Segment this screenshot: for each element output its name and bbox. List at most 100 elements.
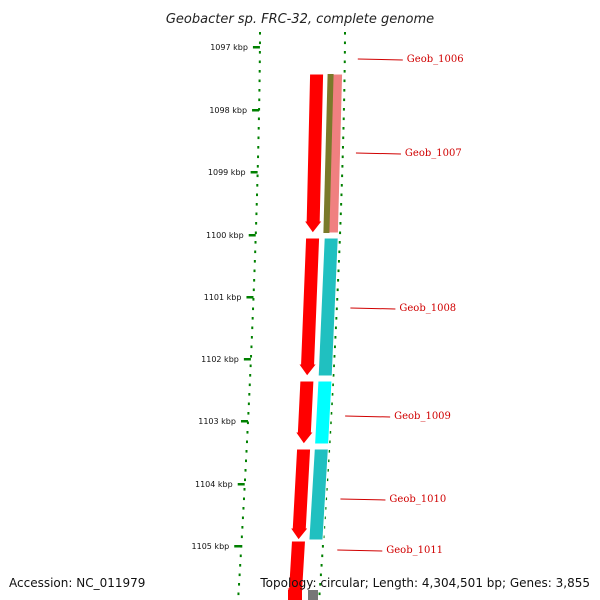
- tick-dot: [250, 336, 253, 339]
- tick-dot: [241, 526, 244, 529]
- track-dot: [343, 98, 346, 102]
- tick-dot: [244, 469, 247, 472]
- tick-mark: [234, 545, 242, 548]
- tick-dot: [258, 89, 261, 92]
- tick-label: 1100 kbp: [206, 231, 244, 240]
- tick-dot: [253, 279, 256, 282]
- track-dot: [325, 497, 328, 501]
- track-dot: [328, 450, 331, 453]
- tick-dot: [252, 288, 255, 292]
- tick-dot: [255, 212, 258, 216]
- track-dot: [337, 269, 340, 273]
- tick-mark: [240, 420, 248, 423]
- track-dot: [340, 203, 343, 206]
- tick-dot: [253, 269, 256, 273]
- track-dot: [329, 421, 332, 425]
- tick-dot: [245, 450, 248, 453]
- gene-leader-line: [355, 152, 401, 155]
- track-dot: [323, 516, 326, 520]
- track-dot: [342, 127, 345, 130]
- track-dot: [343, 41, 346, 45]
- tick-dot: [255, 203, 258, 206]
- track-dot: [328, 440, 331, 444]
- tick-dot: [256, 165, 259, 168]
- track-dot: [321, 554, 324, 558]
- tick-mark: [248, 234, 256, 237]
- track-dot: [338, 241, 341, 244]
- tick-dot: [250, 355, 253, 358]
- tick-dot: [247, 402, 250, 406]
- gene-leader-line: [350, 307, 396, 310]
- tick-dot: [243, 488, 246, 491]
- tick-dot: [258, 41, 261, 45]
- tick-dot: [256, 184, 259, 187]
- track-dot: [332, 374, 335, 377]
- tick-label: 1104 kbp: [195, 480, 233, 489]
- track-dot: [323, 526, 326, 529]
- gene-label: Geob_1010: [389, 494, 446, 505]
- tick-dot: [250, 345, 253, 349]
- tick-dot: [240, 535, 243, 539]
- track-dot: [325, 488, 328, 491]
- map-layer: 1097 kbp 1098 kbp 1099 kbp 1100 kbp 1101 kbp…: [192, 32, 464, 600]
- track-dot: [330, 412, 333, 415]
- track-dot: [343, 89, 346, 92]
- gene-label: Geob_1011: [386, 545, 443, 556]
- tick-dot: [254, 231, 257, 235]
- tick-dot: [245, 459, 248, 463]
- tick-mark: [252, 46, 260, 49]
- tick-dot: [240, 545, 243, 548]
- tick-dot: [244, 478, 247, 482]
- tick-dot: [246, 421, 249, 425]
- track-dot: [320, 564, 323, 567]
- track-dot: [341, 146, 344, 149]
- track-dot: [319, 573, 322, 577]
- tick-dot: [238, 583, 241, 586]
- track-dot: [341, 174, 344, 178]
- track-dot: [342, 108, 345, 111]
- tick-mark: [243, 358, 251, 361]
- track-dot: [343, 60, 346, 64]
- tick-mark: [252, 109, 260, 112]
- tick-mark: [250, 171, 258, 174]
- gene-label: Geob_1008: [399, 303, 456, 314]
- gene-arrow: [289, 448, 312, 541]
- tick-dot: [248, 393, 251, 396]
- tick-dot: [258, 98, 261, 102]
- tick-label: 1105 kbp: [192, 542, 230, 551]
- track-dot: [341, 165, 344, 168]
- tick-dot: [242, 497, 245, 501]
- track-dot: [340, 193, 343, 197]
- tick-dot: [252, 307, 255, 311]
- gene-arrow: [303, 73, 325, 234]
- tick-dot: [258, 32, 261, 35]
- tick-dot: [257, 117, 260, 121]
- gene-feature-band: [317, 237, 339, 377]
- track-dot: [338, 250, 341, 254]
- tick-dot: [238, 573, 241, 577]
- tick-dot: [258, 108, 261, 111]
- track-dot: [343, 51, 346, 54]
- tick-dot: [256, 193, 259, 197]
- tick-dot: [241, 516, 244, 520]
- tick-dot: [248, 383, 251, 387]
- gene-label: Geob_1007: [405, 148, 462, 159]
- track-dot: [341, 155, 344, 159]
- tick-label: 1098 kbp: [209, 106, 247, 115]
- track-dot: [343, 70, 346, 73]
- tick-dot: [258, 60, 261, 64]
- track-tail: [308, 590, 318, 600]
- track-dot: [329, 431, 332, 434]
- tick-dot: [258, 51, 261, 54]
- track-dot: [333, 355, 336, 358]
- track-dot: [335, 307, 338, 311]
- gene-overlap-strip: [323, 74, 334, 233]
- accession-text: Accession: NC_011979: [9, 576, 145, 590]
- tick-dot: [251, 317, 254, 320]
- track-dot: [336, 288, 339, 292]
- gene-leader-line: [340, 498, 386, 501]
- track-dot: [335, 317, 338, 320]
- track-dot: [332, 364, 335, 368]
- tick-dot: [257, 155, 260, 159]
